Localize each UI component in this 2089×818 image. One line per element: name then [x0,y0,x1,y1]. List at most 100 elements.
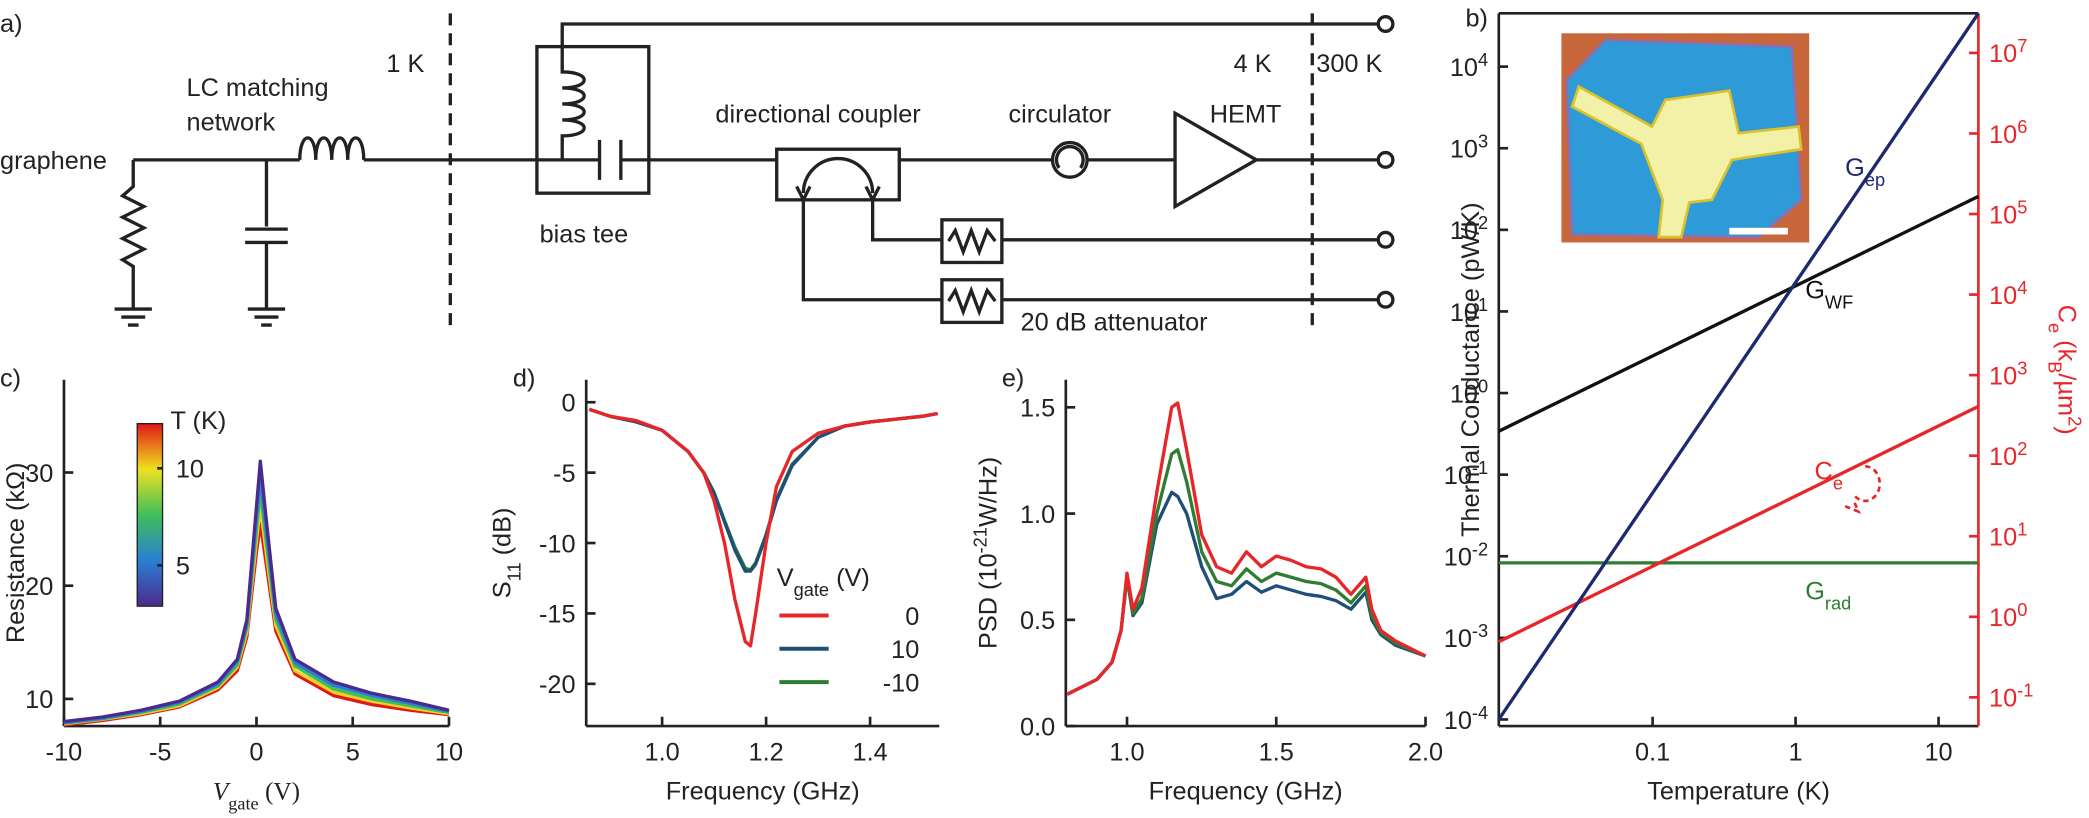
y-axis-label: S11 (dB) [488,508,524,599]
label: circulator [1009,101,1112,129]
series-line [1066,448,1427,696]
text-part: -2 [1472,540,1488,560]
text-part: (V) [259,777,300,805]
text-part: 0.0 [1020,713,1055,741]
text-part: -1 [2017,681,2033,701]
tick-label: 0 [561,390,575,418]
text-part: 1 [2017,520,2027,540]
x-axis-label: Frequency (GHz) [1149,777,1343,805]
y-axis-label: Resistance (kΩ) [2,463,30,644]
series-label: GWF [1805,276,1853,312]
text-part: 10 [1989,282,2017,310]
series-line [1066,401,1427,696]
tick-label: 100 [1450,376,1488,408]
y-axis-label: PSD (10-21W/Hz) [971,457,1003,649]
text-part: 11 [504,562,524,581]
text-part: -3 [1472,621,1488,641]
colorbar-tick-label: 10 [176,456,204,484]
tick-label: 10-4 [1444,703,1488,735]
text-part: (dB) [488,508,516,563]
text-part: ep [1865,170,1885,190]
text-part: gate [228,793,258,813]
text-part: 1.0 [1109,739,1144,767]
text-part: 0 [1478,376,1488,396]
text-part: e [2044,323,2064,333]
label: 4 K [1234,50,1272,78]
tick-label: 10 [435,739,463,767]
tick-label: 103 [1989,358,2027,390]
text-part: 5 [2017,197,2027,217]
tick-label: 1.0 [1020,501,1055,529]
text-part: /µm [2052,373,2080,416]
text-part: W/Hz) [975,457,1003,527]
series-line [1497,12,1980,721]
text-part: 4 [1478,50,1488,70]
tick-label: 5 [346,739,360,767]
text-part: rad [1825,594,1851,614]
x-axis-label: Temperature (K) [1647,777,1830,805]
text-part: 10 [1444,707,1472,735]
text-part: S [488,581,516,598]
tick-label: -5 [553,460,576,488]
tick-label: 102 [1989,439,2027,471]
text-part: C [2052,305,2080,323]
colorbar [136,422,164,607]
label: 1 K [386,50,424,78]
tick-label: 10 [25,686,53,714]
tick-label: 105 [1989,197,2027,229]
series-label: Ce [1815,458,1843,494]
text-part: -4 [1472,703,1488,723]
text-part: 10 [1989,443,2017,471]
text-part: -1 [1472,458,1488,478]
text-part: -21 [971,527,991,553]
x-axis-label: Vgate (V) [213,777,300,813]
text-part: (V) [829,564,870,592]
tick-label: 1 [1789,739,1803,767]
legend-label: 10 [891,636,919,664]
text-part: 1.5 [1259,739,1294,767]
tick-label: 0.5 [1020,607,1055,635]
text-part: WF [1825,292,1853,312]
panel-label: c) [0,364,21,392]
tick-label: 10 [1924,739,1952,767]
text-part: 1.2 [749,739,784,767]
tick-label: 100 [1989,600,2027,632]
text-part: ) [2052,426,2080,434]
text-part: 10 [1989,201,2017,229]
tick-label: 106 [1989,117,2027,149]
text-part: G [1805,276,1825,304]
tick-label: 1.0 [1109,739,1144,767]
text-part: 10 [1444,544,1472,572]
series-label: Gep [1845,154,1885,190]
label: 300 K [1316,50,1382,78]
text-part: 10 [1444,625,1472,653]
legend-label: 0 [905,603,919,631]
tick-label: -10 [46,739,83,767]
text-part: 10 [1989,121,2017,149]
text-part: 10 [1989,524,2017,552]
text-part: G [1845,154,1865,182]
tick-label: 30 [25,460,53,488]
panel-label: a) [0,10,22,38]
tick-label: -20 [539,671,576,699]
tick-label: -15 [539,601,576,629]
label: bias tee [540,220,629,248]
tick-label: 10-2 [1444,540,1488,572]
text-part: 1 [1478,295,1488,315]
label: LC matching [187,74,329,102]
text-part: 10 [1989,362,2017,390]
text-part: C [1815,458,1833,486]
tick-label: 10-1 [1444,458,1488,490]
tick-label: 104 [1450,50,1488,82]
tick-label: 107 [1989,36,2027,68]
tick-label: 101 [1989,520,2027,552]
series-line [63,459,450,724]
text-part: 10 [1989,685,2017,713]
text-part: 6 [2017,117,2027,137]
text-part: 1.4 [853,739,888,767]
series-line [588,407,938,648]
y-axis-label: Thermal Conductance (pW/K) [1457,202,1485,537]
wires [114,13,1395,327]
tick-label: 10-1 [1989,681,2033,713]
tick-label: -5 [149,739,172,767]
